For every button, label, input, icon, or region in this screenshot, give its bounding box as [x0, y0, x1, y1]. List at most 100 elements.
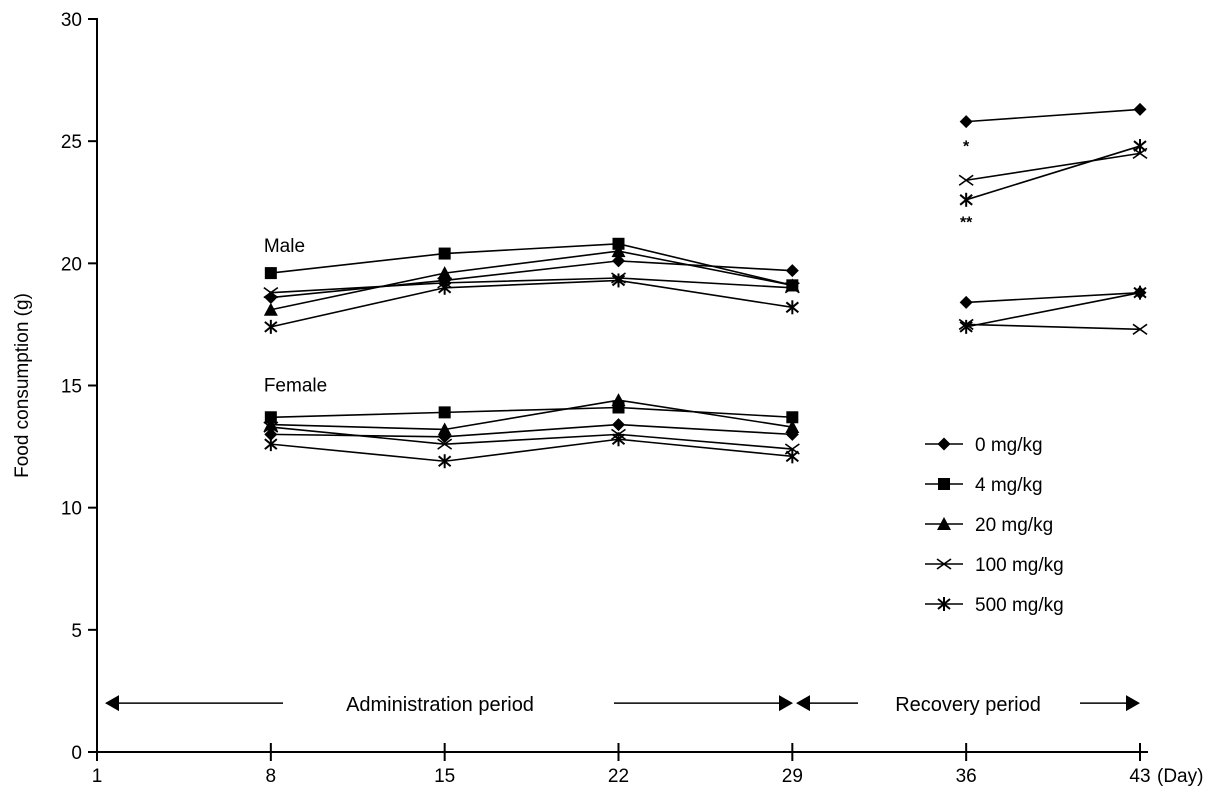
arrow-head-right — [1126, 695, 1140, 712]
data-point-diamond — [1133, 102, 1147, 116]
series-male-20-mg-kg — [263, 244, 800, 316]
series-line — [270, 277, 793, 294]
y-tick-label: 0 — [71, 743, 82, 764]
arrow-head-left — [105, 695, 119, 712]
data-point-square — [438, 247, 451, 260]
data-point-x — [263, 287, 279, 299]
y-tick-label: 10 — [61, 499, 82, 520]
legend-marker-triangle — [937, 517, 951, 530]
data-point-square — [612, 237, 625, 250]
x-unit-label: (Day) — [1157, 766, 1203, 787]
x-tick-label: 43 — [1129, 766, 1150, 787]
series-female-4-mg-kg — [264, 401, 799, 424]
x-tick-label: 36 — [956, 766, 977, 787]
series-line — [270, 406, 793, 419]
x-tick-label: 22 — [608, 766, 629, 787]
legend: 0 mg/kg 4 mg/kg 20 mg/kg 100 mg/kg 500 mg/kg — [925, 435, 1064, 616]
arrow-head-left — [796, 695, 810, 712]
administration-period-label: Administration period — [346, 694, 534, 716]
legend-label: 100 mg/kg — [975, 555, 1064, 576]
legend-item-20-mg-kg: 20 mg/kg — [925, 515, 1053, 536]
group-label-female: Female — [264, 376, 327, 397]
data-point-triangle — [437, 266, 452, 280]
data-point-x — [784, 282, 800, 294]
legend-marker-diamond — [937, 437, 951, 451]
data-point-asterisk — [264, 437, 278, 452]
data-point-diamond — [264, 427, 278, 441]
data-point-square — [264, 411, 277, 424]
legend-marker-asterisk — [937, 597, 951, 611]
arrow-head-right — [779, 695, 793, 712]
series-male-100-mg-kg — [263, 147, 1148, 299]
legend-item-100-mg-kg: 100 mg/kg — [925, 555, 1064, 576]
y-tick-label: 15 — [61, 377, 82, 398]
data-point-x — [263, 421, 279, 433]
data-point-asterisk — [1133, 285, 1147, 300]
series-line — [966, 291, 1141, 304]
series-layer — [263, 102, 1148, 469]
data-point-x — [958, 174, 974, 186]
series-line — [270, 399, 793, 431]
series-line — [966, 152, 1141, 182]
legend-label: 4 mg/kg — [975, 475, 1043, 496]
legend-marker-x — [936, 558, 952, 570]
data-point-asterisk — [611, 432, 626, 447]
legend-label: 20 mg/kg — [975, 515, 1053, 536]
data-point-asterisk — [1133, 139, 1147, 154]
axes — [96, 19, 1148, 753]
data-point-diamond — [959, 295, 973, 309]
data-point-asterisk — [264, 319, 278, 334]
data-point-diamond — [959, 115, 973, 129]
series-line — [270, 426, 793, 450]
data-point-x — [437, 438, 453, 450]
data-point-diamond — [785, 264, 799, 278]
legend-item-0-mg-kg: 0 mg/kg — [925, 435, 1043, 456]
y-tick-label: 25 — [61, 132, 82, 153]
data-point-square — [264, 267, 277, 280]
data-point-triangle — [437, 422, 452, 436]
x-tick-label: 1 — [92, 766, 103, 787]
data-point-asterisk — [785, 449, 799, 464]
significance-mark: * — [963, 139, 970, 156]
legend-item-500-mg-kg: 500 mg/kg — [925, 595, 1064, 616]
recovery-period-label: Recovery period — [895, 694, 1041, 716]
data-point-asterisk — [785, 300, 799, 315]
series-line — [270, 250, 793, 311]
series-female-0-mg-kg — [264, 286, 1147, 444]
x-tick-label: 8 — [266, 766, 277, 787]
data-point-triangle — [785, 420, 800, 434]
data-point-diamond — [612, 418, 625, 432]
y-tick-label: 5 — [71, 621, 82, 642]
x-tick-label: 29 — [782, 766, 803, 787]
x-tick-label: 15 — [434, 766, 455, 787]
series-line — [270, 260, 793, 299]
group-label-male: Male — [264, 236, 305, 257]
data-point-triangle — [611, 244, 626, 258]
y-axis-title: Food consumption (g) — [12, 293, 33, 478]
legend-label: 500 mg/kg — [975, 595, 1064, 616]
legend-marker-square — [938, 478, 950, 490]
series-line — [966, 323, 1141, 331]
series-line — [966, 291, 1141, 328]
series-line — [270, 279, 793, 328]
series-line — [966, 108, 1141, 123]
series-female-20-mg-kg — [263, 393, 800, 436]
data-point-square — [438, 406, 451, 419]
data-point-asterisk — [438, 280, 452, 295]
series-line — [270, 242, 793, 287]
legend-item-4-mg-kg: 4 mg/kg — [925, 475, 1043, 496]
legend-label: 0 mg/kg — [975, 435, 1043, 456]
significance-mark: ** — [960, 214, 973, 231]
data-point-triangle — [263, 302, 278, 316]
series-line — [965, 145, 1141, 201]
data-point-asterisk — [959, 192, 973, 207]
data-point-x — [1132, 323, 1148, 335]
data-point-diamond — [612, 254, 625, 268]
series-line — [270, 438, 793, 463]
axis-ticks: 0 5 10 15 20 25 30 1 8 15 22 29 36 43 (Day) Food consum… — [12, 10, 1203, 787]
series-male-500-mg-kg — [264, 139, 1147, 334]
data-point-asterisk — [611, 273, 626, 288]
series-female-100-mg-kg — [263, 318, 1148, 455]
